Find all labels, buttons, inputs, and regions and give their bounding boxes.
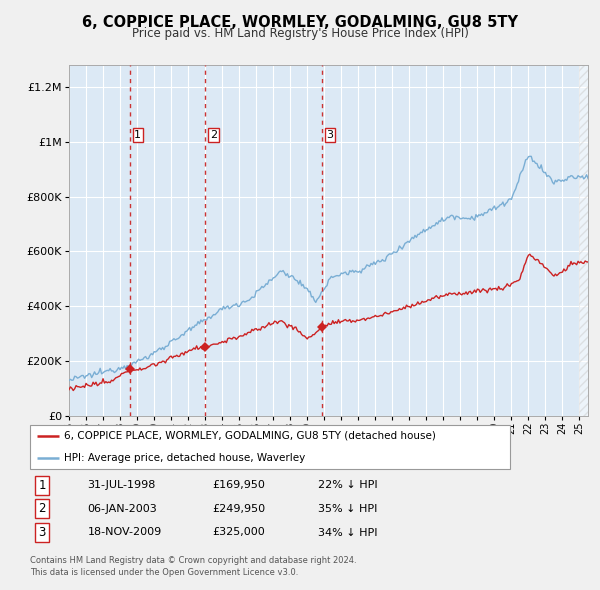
Text: 2: 2 <box>38 502 46 516</box>
Text: £249,950: £249,950 <box>212 504 266 514</box>
Text: 1: 1 <box>134 130 141 140</box>
Text: £169,950: £169,950 <box>212 480 265 490</box>
Bar <box>580 65 588 416</box>
Text: 6, COPPICE PLACE, WORMLEY, GODALMING, GU8 5TY: 6, COPPICE PLACE, WORMLEY, GODALMING, GU… <box>82 15 518 30</box>
Text: 34% ↓ HPI: 34% ↓ HPI <box>318 527 377 537</box>
Text: 1: 1 <box>38 478 46 492</box>
Text: 2: 2 <box>210 130 217 140</box>
Text: 18-NOV-2009: 18-NOV-2009 <box>88 527 162 537</box>
Text: £325,000: £325,000 <box>212 527 265 537</box>
Text: HPI: Average price, detached house, Waverley: HPI: Average price, detached house, Wave… <box>64 453 305 463</box>
Text: 3: 3 <box>38 526 46 539</box>
Text: 35% ↓ HPI: 35% ↓ HPI <box>318 504 377 514</box>
Text: 31-JUL-1998: 31-JUL-1998 <box>88 480 156 490</box>
Text: Contains HM Land Registry data © Crown copyright and database right 2024.
This d: Contains HM Land Registry data © Crown c… <box>30 556 356 576</box>
Text: 22% ↓ HPI: 22% ↓ HPI <box>318 480 377 490</box>
Text: 6, COPPICE PLACE, WORMLEY, GODALMING, GU8 5TY (detached house): 6, COPPICE PLACE, WORMLEY, GODALMING, GU… <box>64 431 436 441</box>
Text: 3: 3 <box>326 130 334 140</box>
Text: Price paid vs. HM Land Registry's House Price Index (HPI): Price paid vs. HM Land Registry's House … <box>131 27 469 40</box>
Text: 06-JAN-2003: 06-JAN-2003 <box>88 504 157 514</box>
